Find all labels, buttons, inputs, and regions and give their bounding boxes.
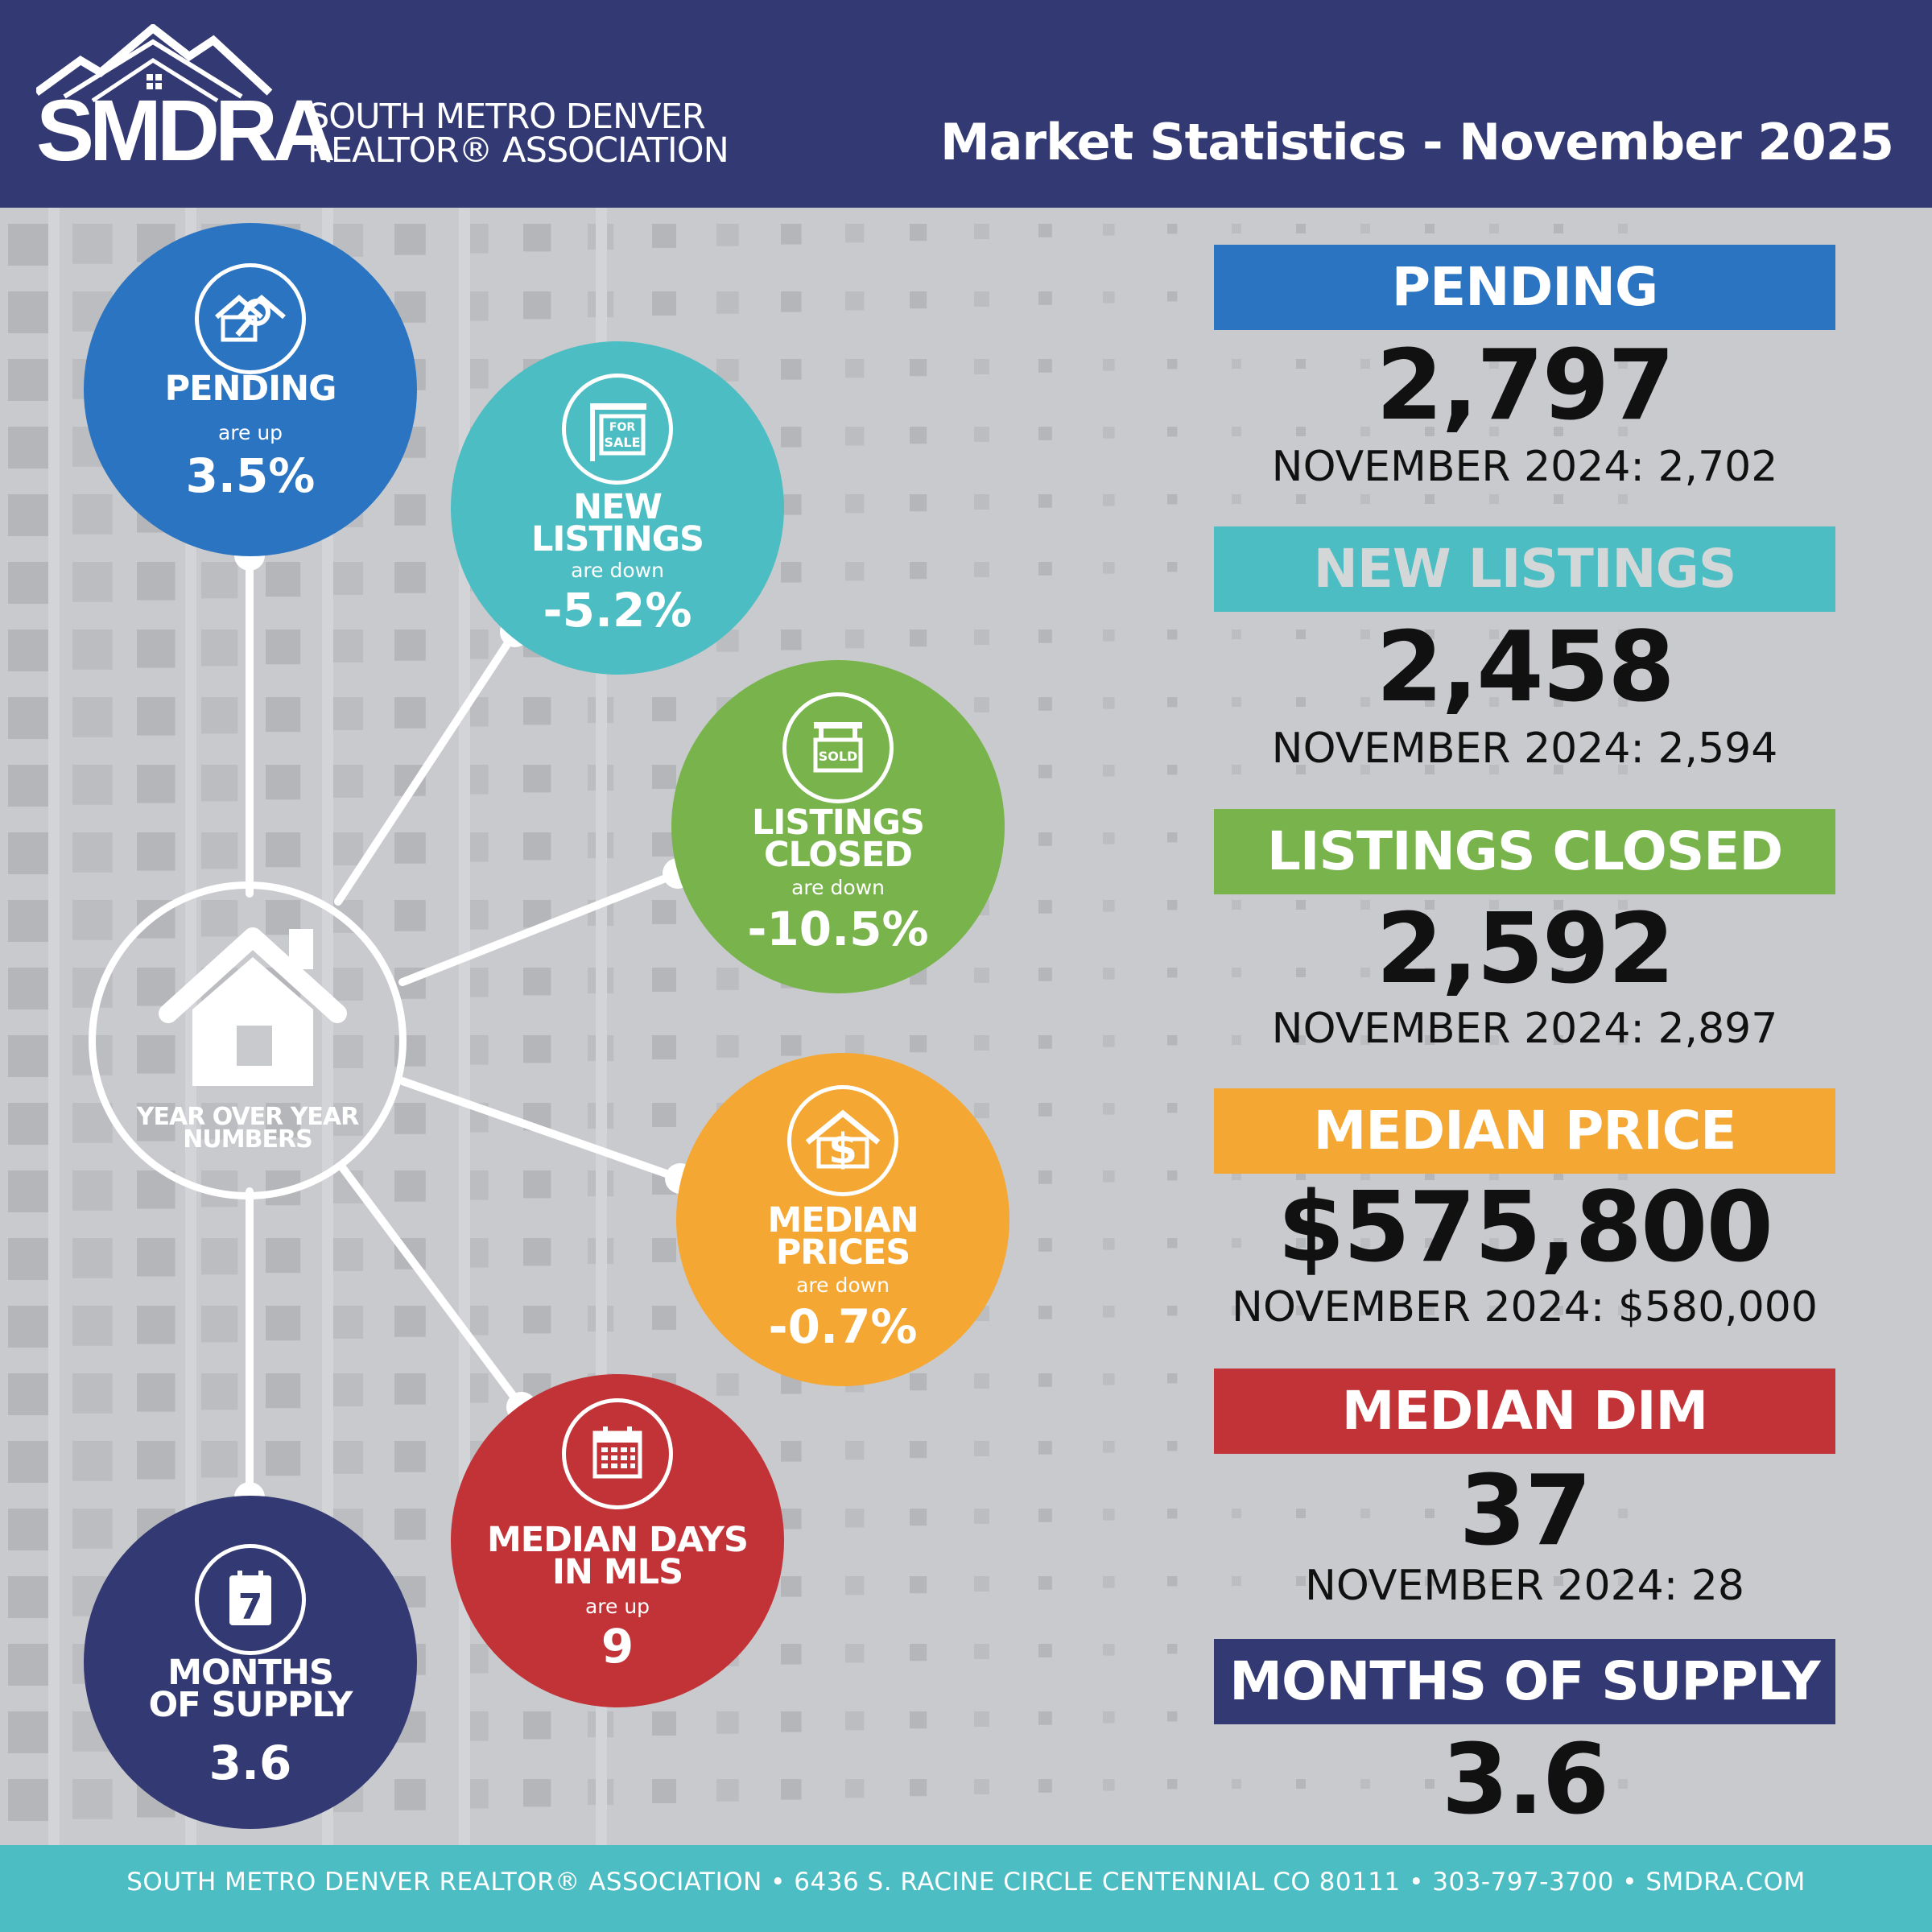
months-supply-circle-value: 3.6 xyxy=(208,1736,292,1790)
median-prices-circle-value: -0.7% xyxy=(768,1299,918,1354)
new-listings-circle-value: -5.2% xyxy=(543,583,692,638)
logo-name-line2: REALTOR® ASSOCIATION xyxy=(308,130,729,171)
listings-closed-circle-value: -10.5% xyxy=(747,902,929,956)
new-listings-title-line2: LISTINGS xyxy=(531,519,704,559)
house-icon xyxy=(159,927,347,1086)
listings-closed-title-line1: LISTINGS xyxy=(752,803,925,843)
footer-bar xyxy=(0,1845,1932,1932)
calendar-seven-icon: 7 xyxy=(195,1544,306,1655)
year-over-year-hub: YEAR OVER YEAR NUMBERS xyxy=(89,881,407,1199)
months-supply-title-line1: MONTHS xyxy=(167,1653,334,1693)
new-listings-prev-year: NOVEMBER 2024: 2,594 xyxy=(1271,724,1778,773)
for-sale-icon-text-1: FOR xyxy=(609,421,635,434)
pending-circle-sub: are up xyxy=(217,421,283,444)
new-listings-circle: FOR SALE NEW LISTINGS are down -5.2% xyxy=(451,341,784,675)
new-listings-label-bar: NEW LISTINGS xyxy=(1214,526,1835,612)
months-supply-value: 3.6 xyxy=(1441,1724,1610,1836)
svg-text:$: $ xyxy=(828,1125,857,1174)
listings-closed-circle-sub: are down xyxy=(791,876,885,899)
house-search-icon xyxy=(195,263,306,374)
median-dim-label-bar: MEDIAN DIM xyxy=(1214,1368,1835,1454)
mountain-roof-logo-icon xyxy=(36,24,273,103)
median-days-title-line1: MEDIAN DAYS xyxy=(486,1520,749,1560)
median-prices-circle-sub: are down xyxy=(796,1274,890,1297)
hub-label-line2: NUMBERS xyxy=(183,1125,312,1154)
pending-circle: PENDING are up 3.5% xyxy=(84,223,417,556)
calendar-icon-number: 7 xyxy=(238,1587,263,1628)
median-days-circle-value: 9 xyxy=(601,1619,634,1674)
listings-closed-title-line2: CLOSED xyxy=(763,835,913,875)
pending-circle-title: PENDING xyxy=(164,369,337,409)
median-price-prev-year: NOVEMBER 2024: $580,000 xyxy=(1232,1283,1818,1331)
logo-acronym: SMDRA xyxy=(36,81,336,179)
calendar-icon xyxy=(562,1398,673,1509)
median-dim-value: 37 xyxy=(1459,1455,1592,1567)
stats-panel: PENDING 2,797 NOVEMBER 2024: 2,702 NEW L… xyxy=(1214,0,1835,1845)
listings-closed-label-bar: LISTINGS CLOSED xyxy=(1214,809,1835,894)
median-days-circle-title: MEDIAN DAYS IN MLS xyxy=(451,1520,784,1592)
hub-label: YEAR OVER YEAR NUMBERS xyxy=(96,1103,399,1154)
median-prices-circle: $ MEDIAN PRICES are down -0.7% xyxy=(676,1053,1009,1386)
median-prices-title-line2: PRICES xyxy=(775,1232,911,1273)
hub-label-line1: YEAR OVER YEAR xyxy=(136,1103,359,1131)
months-supply-circle-title: MONTHS OF SUPPLY xyxy=(84,1653,417,1725)
median-prices-circle-title: MEDIAN PRICES xyxy=(676,1200,1009,1273)
pending-value: 2,797 xyxy=(1376,330,1675,442)
for-sale-icon-text-2: SALE xyxy=(604,435,640,450)
listings-closed-prev-year: NOVEMBER 2024: 2,897 xyxy=(1271,1005,1778,1053)
months-supply-circle: 7 MONTHS OF SUPPLY 3.6 xyxy=(84,1496,417,1829)
listings-closed-circle-title: LISTINGS CLOSED xyxy=(671,803,1005,875)
sold-sign-icon: SOLD xyxy=(782,692,894,803)
months-supply-title-line2: OF SUPPLY xyxy=(148,1685,353,1725)
months-supply-label-bar: MONTHS OF SUPPLY xyxy=(1214,1639,1835,1724)
new-listings-circle-sub: are down xyxy=(571,559,664,582)
median-dim-prev-year: NOVEMBER 2024: 28 xyxy=(1305,1562,1744,1610)
listings-closed-circle: SOLD LISTINGS CLOSED are down -10.5% xyxy=(671,660,1005,993)
house-dollar-icon: $ xyxy=(787,1085,898,1196)
pending-label-bar: PENDING xyxy=(1214,245,1835,330)
listings-closed-value: 2,592 xyxy=(1376,894,1675,1005)
new-listings-value: 2,458 xyxy=(1376,612,1675,724)
median-price-label-bar: MEDIAN PRICE xyxy=(1214,1088,1835,1174)
median-days-circle-sub: are up xyxy=(584,1595,650,1618)
median-prices-title-line1: MEDIAN xyxy=(767,1200,919,1241)
sold-icon-text: SOLD xyxy=(819,749,858,764)
footer-contact-text: SOUTH METRO DENVER REALTOR® ASSOCIATION … xyxy=(126,1868,1806,1897)
header-bar xyxy=(0,0,1932,208)
for-sale-sign-icon: FOR SALE xyxy=(562,374,673,485)
pending-prev-year: NOVEMBER 2024: 2,702 xyxy=(1271,443,1778,491)
median-days-title-line2: IN MLS xyxy=(551,1552,683,1592)
median-days-circle: MEDIAN DAYS IN MLS are up 9 xyxy=(451,1374,784,1707)
page-title: Market Statistics - November 2025 xyxy=(939,113,1894,171)
logo-name-line1: SOUTH METRO DENVER xyxy=(308,97,706,137)
new-listings-title-line1: NEW xyxy=(573,487,663,527)
pending-circle-value: 3.5% xyxy=(185,448,316,503)
median-price-value: $575,800 xyxy=(1277,1172,1773,1284)
new-listings-circle-title: NEW LISTINGS xyxy=(451,487,784,559)
logo-organization-name: SOUTH METRO DENVER REALTOR® ASSOCIATION xyxy=(308,97,729,171)
